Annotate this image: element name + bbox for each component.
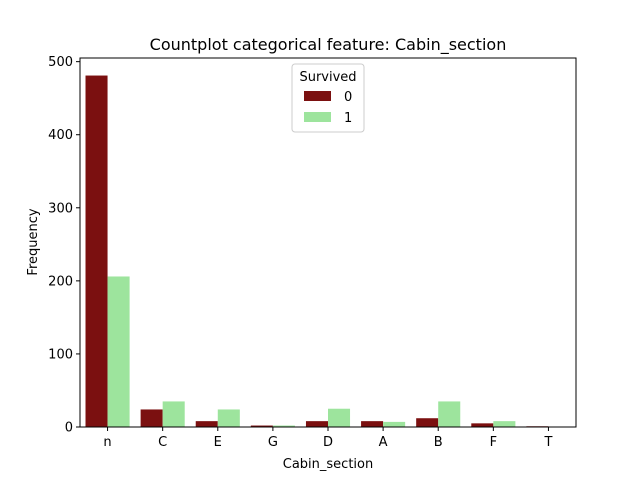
x-tick-label: B <box>434 435 443 450</box>
bar-A-survived-0 <box>361 421 384 427</box>
bar-E-survived-1 <box>217 409 240 427</box>
plot-frame <box>79 57 577 428</box>
x-tick-label: E <box>214 435 222 450</box>
legend-label-0: 0 <box>344 90 352 105</box>
bar-G-survived-0 <box>250 425 273 427</box>
x-tick-label: C <box>158 435 167 450</box>
bar-B-survived-0 <box>416 418 439 427</box>
x-axis-label: Cabin_section <box>283 457 373 472</box>
x-tick-label: n <box>103 435 111 450</box>
y-tick-label: 100 <box>48 347 73 362</box>
y-tick-label: 0 <box>65 421 73 436</box>
bar-F-survived-0 <box>471 423 494 427</box>
x-tick-label: F <box>490 435 497 450</box>
bar-n-survived-0 <box>85 75 108 427</box>
bar-F-survived-1 <box>493 421 516 427</box>
x-tick-label: G <box>268 435 278 450</box>
y-tick-label: 300 <box>48 201 73 216</box>
legend-swatch-0 <box>304 91 331 101</box>
bar-E-survived-0 <box>195 421 218 427</box>
legend-label-1: 1 <box>344 111 352 126</box>
x-tick-label: T <box>543 435 552 450</box>
bar-C-survived-0 <box>140 409 163 427</box>
legend-title: Survived <box>299 70 356 85</box>
bar-D-survived-0 <box>305 421 328 427</box>
y-axis-label: Frequency <box>26 208 41 275</box>
x-tick-label: A <box>379 435 388 450</box>
bar-G-survived-1 <box>272 425 295 427</box>
y-tick-label: 400 <box>48 128 73 143</box>
x-tick-label: D <box>323 435 333 450</box>
chart-title: Countplot categorical feature: Cabin_sec… <box>150 35 507 55</box>
legend-swatch-1 <box>304 112 331 122</box>
bar-C-survived-1 <box>162 401 185 427</box>
y-axis: 0 100 200 300 400 500 <box>48 55 80 436</box>
bar-n-survived-1 <box>107 276 130 427</box>
y-tick-label: 200 <box>48 274 73 289</box>
bars-group <box>85 75 549 427</box>
legend: Survived 0 1 <box>291 63 365 133</box>
y-tick-label: 500 <box>48 55 73 70</box>
bar-D-survived-1 <box>328 408 351 427</box>
bar-A-survived-1 <box>383 421 406 427</box>
bar-B-survived-1 <box>438 401 461 427</box>
